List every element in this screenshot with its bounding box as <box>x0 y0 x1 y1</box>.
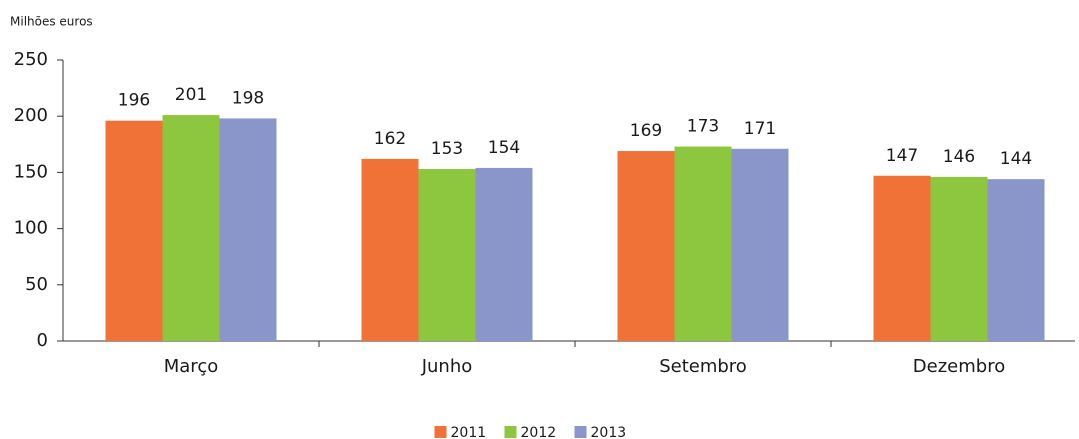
x-tick-label: Setembro <box>659 356 747 377</box>
data-label: 154 <box>488 138 520 158</box>
bar <box>617 151 675 341</box>
x-tick-label: Junho <box>421 356 473 377</box>
data-label: 169 <box>630 121 662 141</box>
bar <box>219 118 277 341</box>
data-label: 196 <box>118 91 150 111</box>
data-label: 171 <box>744 119 776 139</box>
data-label: 198 <box>232 88 264 108</box>
data-label: 146 <box>943 147 975 167</box>
chart-title: Milhões euros <box>10 15 93 29</box>
x-tick-label: Março <box>164 356 218 377</box>
bar <box>361 158 419 341</box>
bar <box>873 175 931 341</box>
data-label: 201 <box>175 85 207 105</box>
legend-label: 2012 <box>521 425 557 439</box>
bar <box>162 115 220 342</box>
y-tick-label: 200 <box>14 105 48 126</box>
y-tick-label: 250 <box>14 49 48 70</box>
data-label: 153 <box>431 139 463 159</box>
x-tick-label: Dezembro <box>913 356 1005 377</box>
legend-swatch <box>434 426 447 438</box>
y-tick-label: 100 <box>14 218 48 239</box>
data-label: 162 <box>374 129 406 149</box>
legend-swatch <box>504 426 517 438</box>
y-tick-label: 50 <box>25 274 48 295</box>
bar <box>475 167 533 341</box>
bar <box>674 146 732 341</box>
bar <box>418 169 476 341</box>
y-tick-label: 150 <box>14 161 48 182</box>
data-label: 147 <box>886 146 918 166</box>
data-label: 173 <box>687 117 719 137</box>
y-tick-label: 0 <box>37 330 48 351</box>
bar <box>731 148 789 341</box>
legend-label: 2013 <box>591 425 627 439</box>
legend-label: 2011 <box>451 425 487 439</box>
bar <box>930 176 988 341</box>
bar <box>987 179 1045 341</box>
data-label: 144 <box>1000 149 1032 169</box>
bar <box>105 120 163 341</box>
legend-swatch <box>574 426 587 438</box>
